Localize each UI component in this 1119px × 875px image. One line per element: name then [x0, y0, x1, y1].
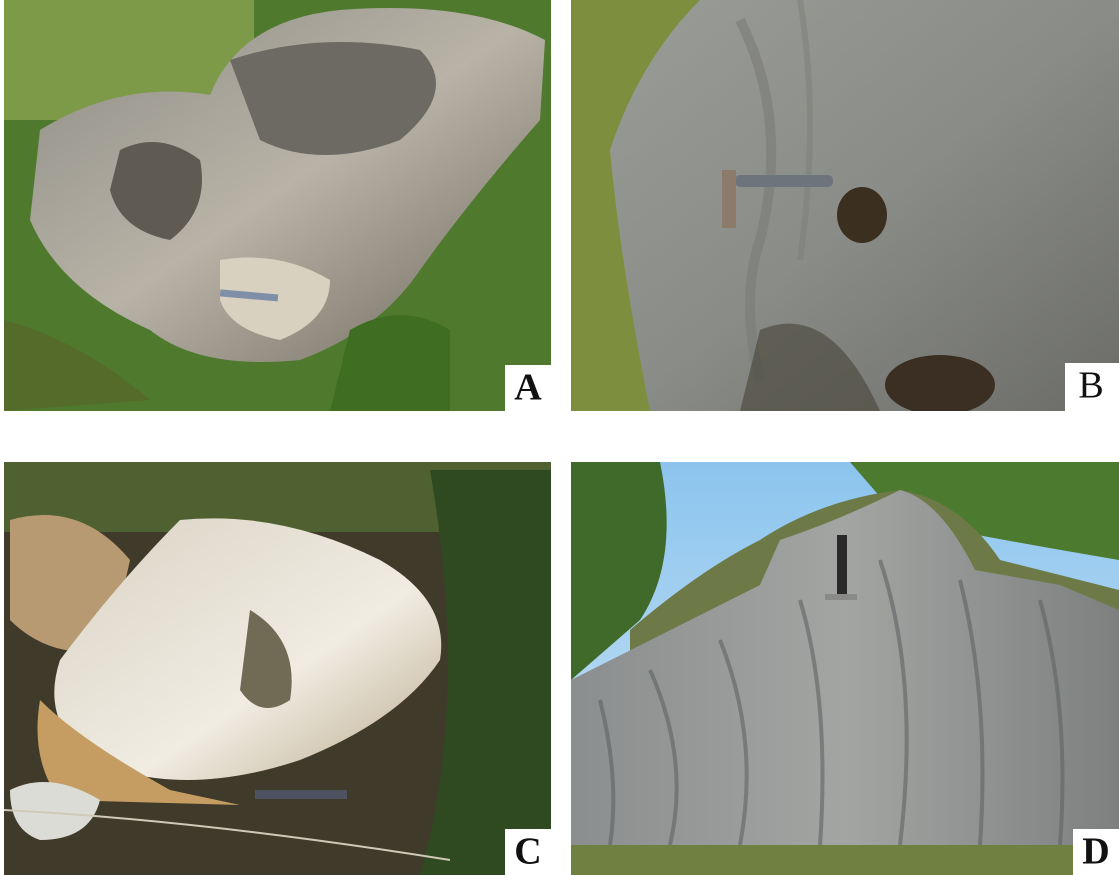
panel-label: A — [514, 367, 542, 409]
panel-label: D — [1082, 831, 1109, 873]
photo-d — [571, 462, 1119, 875]
label-box — [505, 365, 551, 411]
photo-c — [4, 462, 551, 875]
photo-a — [4, 0, 551, 411]
panel-label: B — [1078, 365, 1103, 407]
photo-b — [571, 0, 1119, 411]
panel-label: C — [514, 831, 541, 873]
label-box — [1065, 363, 1119, 411]
label-box — [505, 829, 551, 875]
label-box — [1073, 829, 1119, 875]
